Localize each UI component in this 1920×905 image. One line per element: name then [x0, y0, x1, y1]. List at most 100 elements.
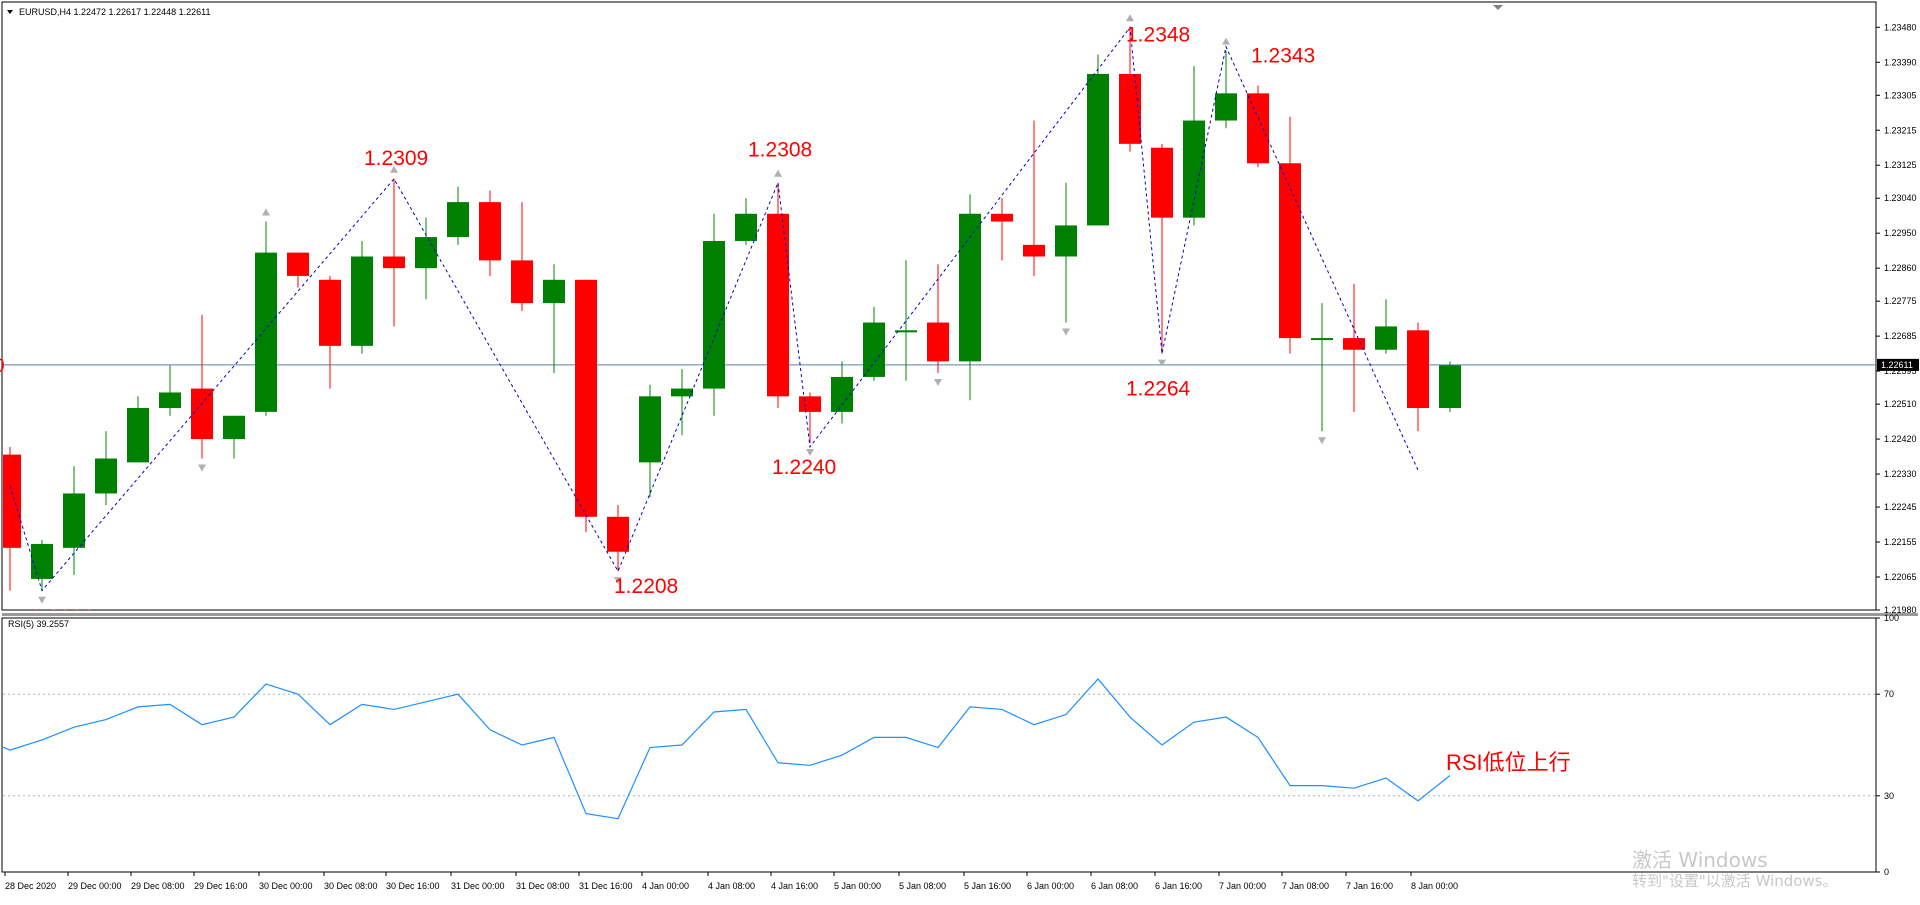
- time-tick-label: 29 Dec 16:00: [194, 881, 248, 891]
- candle-body: [1407, 330, 1429, 408]
- fractal-up-arrow-icon: [390, 165, 398, 173]
- time-tick-label: 31 Dec 16:00: [579, 881, 633, 891]
- time-tick-label: 28 Dec 2020: [5, 881, 56, 891]
- symbol-menu-icon[interactable]: [7, 10, 13, 14]
- fractal-down-arrow-icon: [806, 448, 814, 456]
- price-tick-label: 1.22330: [1884, 469, 1917, 479]
- time-tick-label: 6 Jan 08:00: [1091, 881, 1138, 891]
- main-panel-frame: [1, 1, 1877, 611]
- candle-body: [1279, 163, 1301, 339]
- scroll-marker-icon[interactable]: [1493, 5, 1503, 10]
- candle-body: [1247, 93, 1269, 164]
- rsi-panel-frame: [1, 617, 1877, 873]
- rsi-header: RSI(5) 39.2557: [8, 619, 69, 629]
- fractal-up-arrow-icon: [262, 208, 270, 216]
- price-tick-label: 1.23125: [1884, 160, 1917, 170]
- candle-body: [351, 256, 373, 346]
- price-tick-label: 1.21980: [1884, 605, 1917, 615]
- candle-body: [799, 396, 821, 412]
- fractal-down-arrow-icon: [38, 596, 46, 604]
- candle-body: [607, 516, 629, 552]
- candle-body: [1215, 93, 1237, 121]
- candle-body: [511, 260, 533, 304]
- time-tick-label: 7 Jan 00:00: [1219, 881, 1266, 891]
- rsi-tick-label: 70: [1884, 689, 1894, 699]
- price-tick-label: 1.23040: [1884, 193, 1917, 203]
- candle-body: [703, 240, 725, 389]
- watermark-line2: 转到"设置"以激活 Windows。: [1632, 872, 1838, 890]
- zigzag-price-label: 1.2308: [748, 139, 812, 162]
- rsi-tick-label: 30: [1884, 791, 1894, 801]
- candle-body: [1023, 244, 1045, 257]
- price-tick-label: 1.22155: [1884, 537, 1917, 547]
- time-tick-label: 5 Jan 08:00: [899, 881, 946, 891]
- price-tick-label: 1.23480: [1884, 22, 1917, 32]
- candle-body: [927, 322, 949, 362]
- time-tick-label: 29 Dec 00:00: [68, 881, 122, 891]
- rsi-line: [3, 678, 1451, 820]
- current-price-label: 1.22611: [1881, 360, 1913, 370]
- price-tick-label: 1.22595: [1884, 366, 1917, 376]
- candle-body: [1087, 73, 1109, 226]
- price-tick-label: 1.22245: [1884, 502, 1917, 512]
- candle-body: [575, 279, 597, 517]
- time-tick-label: 6 Jan 16:00: [1155, 881, 1202, 891]
- fractal-up-arrow-icon: [774, 169, 782, 177]
- rsi-group: [3, 678, 1876, 820]
- main-header: EURUSD,H4 1.22472 1.22617 1.22448 1.2261…: [19, 7, 210, 17]
- current-price-badge: [1877, 358, 1919, 371]
- candle-body: [223, 415, 245, 440]
- candle-body: [1311, 338, 1333, 341]
- time-tick-label: 4 Jan 08:00: [708, 881, 755, 891]
- candle-body: [831, 376, 853, 412]
- time-tick-label: 4 Jan 00:00: [642, 881, 689, 891]
- candle-body: [319, 279, 341, 346]
- time-tick-label: 30 Dec 00:00: [259, 881, 313, 891]
- zigzag-line: [9, 25, 1419, 592]
- candle-body: [735, 213, 757, 241]
- fractal-down-arrow-icon: [1062, 328, 1070, 336]
- candle-body: [543, 279, 565, 304]
- rsi-axis: 100 70 30 0: [1876, 613, 1899, 877]
- left-edge-price-marker: 0: [0, 356, 5, 377]
- candle-body: [191, 388, 213, 440]
- candle-body: [639, 396, 661, 463]
- fractal-down-arrow-icon: [934, 379, 942, 387]
- time-tick-label: 7 Jan 08:00: [1282, 881, 1329, 891]
- time-tick-label: 5 Jan 16:00: [964, 881, 1011, 891]
- panel-separator[interactable]: [2, 613, 1918, 616]
- zigzag-price-label-partial: 1.2201: [30, 606, 94, 629]
- price-tick-label: 1.22685: [1884, 331, 1917, 341]
- zigzag-price-label: 1.2309: [364, 147, 428, 170]
- price-tick-label: 1.22065: [1884, 572, 1917, 582]
- time-tick-label: 7 Jan 16:00: [1346, 881, 1393, 891]
- zigzag-price-label: 1.2348: [1126, 23, 1190, 46]
- time-tick-label: 8 Jan 00:00: [1411, 881, 1458, 891]
- candle-body: [863, 322, 885, 377]
- fractal-down-arrow-icon: [198, 464, 206, 472]
- candle-body: [415, 237, 437, 269]
- zigzag-price-label: 1.2343: [1251, 45, 1315, 68]
- price-tick-label: 1.23215: [1884, 125, 1917, 135]
- candle-body: [3, 454, 21, 548]
- rsi-annotation: RSI低位上行: [1446, 750, 1571, 775]
- candle-body: [1151, 147, 1173, 218]
- candle-body: [1119, 73, 1141, 144]
- fractal-down-arrow-icon: [1158, 359, 1166, 367]
- candle-body: [31, 543, 53, 579]
- candle-body: [895, 330, 917, 333]
- fractal-down-arrow-icon: [614, 577, 622, 585]
- time-tick-label: 6 Jan 00:00: [1027, 881, 1074, 891]
- time-tick-label: 30 Dec 16:00: [386, 881, 440, 891]
- candle-body: [383, 256, 405, 269]
- rsi-tick-label: 100: [1884, 613, 1899, 623]
- candle-body: [1183, 120, 1205, 218]
- time-axis: 28 Dec 2020 29 Dec 00:00 29 Dec 08:00 29 De…: [4, 872, 1458, 891]
- price-tick-label: 1.22860: [1884, 263, 1917, 273]
- time-tick-label: 5 Jan 00:00: [834, 881, 881, 891]
- price-tick-label: 1.23305: [1884, 90, 1917, 100]
- candle-body: [447, 202, 469, 238]
- price-tick-label: 1.22420: [1884, 434, 1917, 444]
- fractal-up-arrow-icon: [1222, 37, 1230, 45]
